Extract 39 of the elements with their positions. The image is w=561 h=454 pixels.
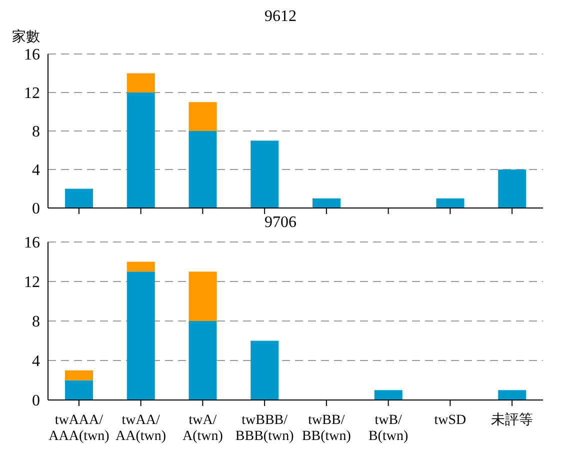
- bar: [250, 140, 279, 208]
- bar: [188, 321, 217, 400]
- chart-title: 9706: [264, 214, 296, 231]
- y-tick-label: 0: [32, 392, 40, 410]
- x-tick-label: twBBB/BBB(twn): [235, 413, 294, 444]
- bar: [65, 188, 93, 208]
- x-tick-label: twBB/BB(twn): [302, 413, 352, 444]
- bar: [498, 390, 526, 400]
- y-tick-label: 4: [32, 353, 40, 370]
- bar: [188, 272, 217, 321]
- bar: [374, 390, 402, 400]
- bar: [312, 198, 340, 208]
- bar: [436, 198, 464, 208]
- bar: [65, 370, 93, 380]
- x-tick-label: twAA/AA(twn): [116, 413, 166, 444]
- y-tick-label: 0: [32, 200, 40, 218]
- y-tick-label: 12: [24, 274, 40, 292]
- y-tick-label: 4: [32, 162, 40, 180]
- bar: [188, 102, 217, 131]
- y-tick-label: 16: [24, 46, 40, 64]
- bar: [126, 262, 155, 272]
- x-tick-label: twB/B(twn): [368, 413, 408, 444]
- x-tick-label: 未評等: [491, 412, 534, 428]
- x-tick-label: twSD: [434, 413, 466, 428]
- y-tick-label: 12: [24, 85, 40, 102]
- y-axis-title: 家數: [11, 28, 41, 46]
- bar: [188, 131, 217, 208]
- chart-title: 9612: [264, 8, 298, 27]
- bar: [126, 92, 155, 208]
- y-tick-label: 8: [32, 314, 40, 331]
- bar: [65, 380, 93, 400]
- bar: [126, 272, 155, 400]
- bar: [126, 73, 155, 92]
- bar: [498, 170, 526, 208]
- y-tick-label: 8: [32, 124, 40, 141]
- bar: [250, 340, 279, 400]
- x-tick-label: twAAA/AAA(twn): [48, 413, 110, 444]
- y-tick-label: 16: [24, 234, 40, 252]
- x-tick-label: twA/A(twn): [182, 413, 224, 444]
